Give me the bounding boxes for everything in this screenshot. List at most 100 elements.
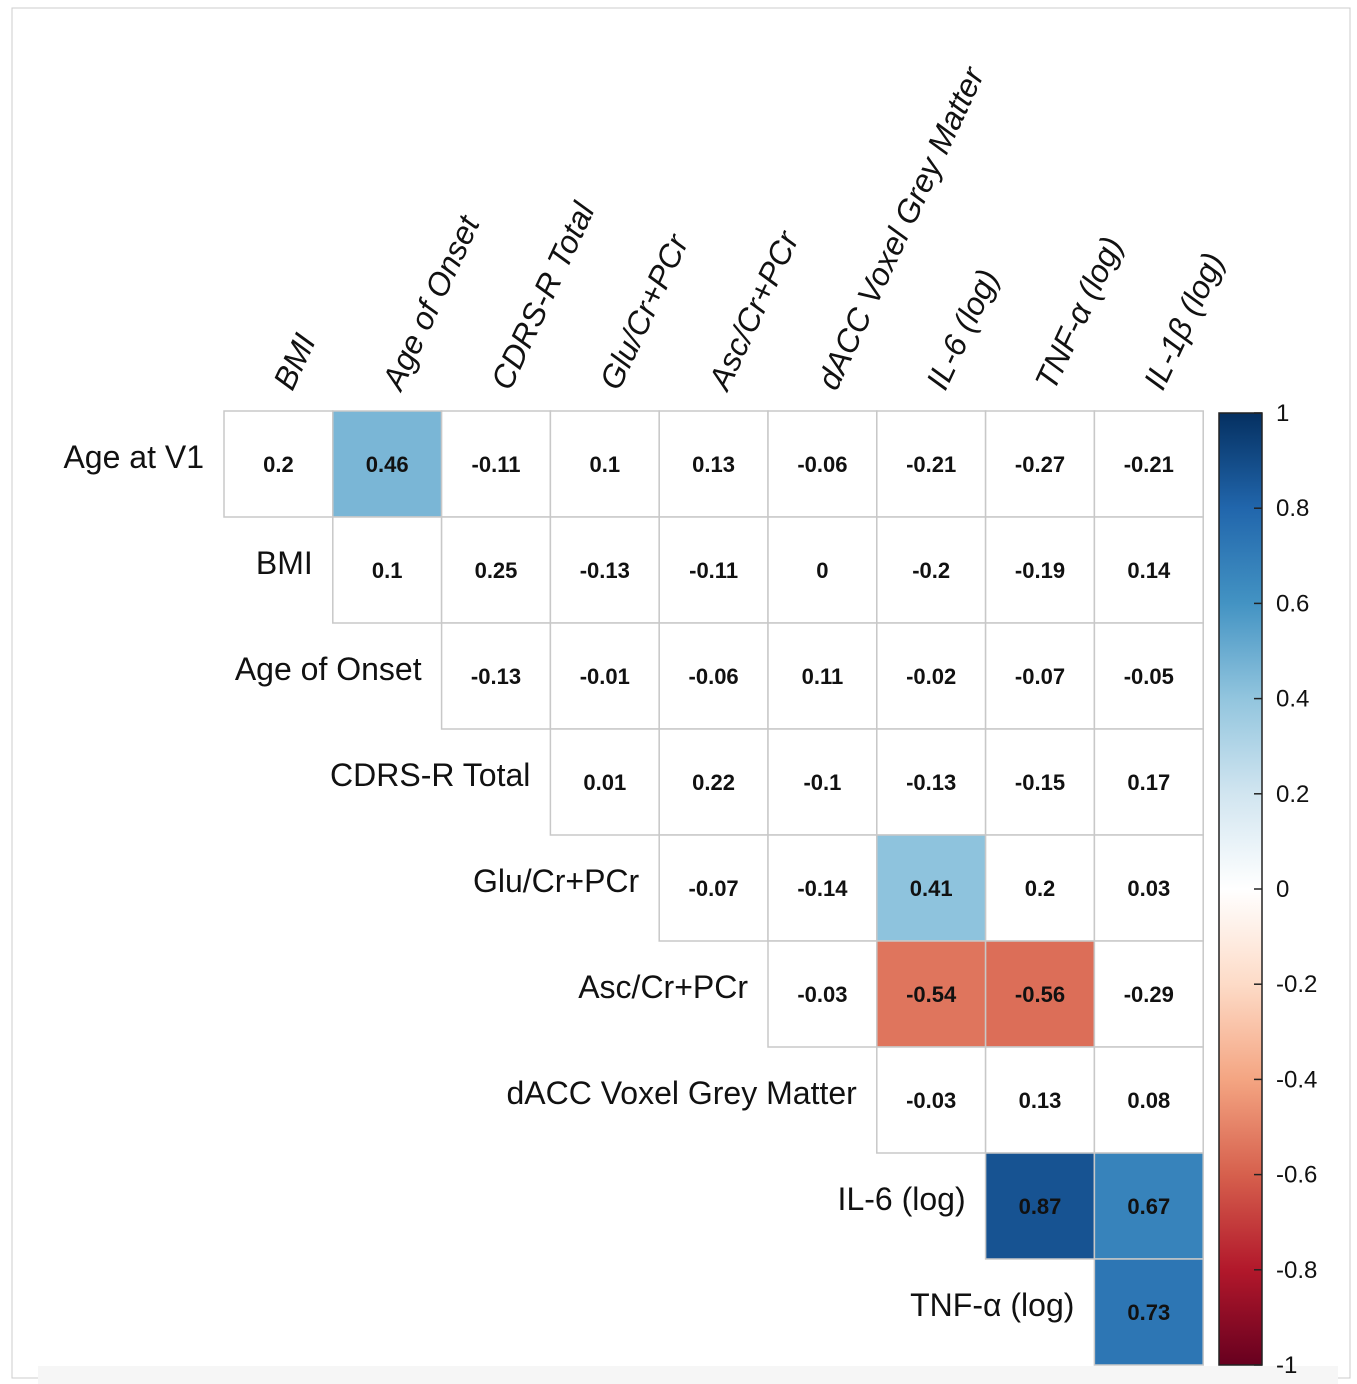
heatmap-cell: [1093, 622, 1204, 730]
row-label: Glu/Cr+PCr: [473, 863, 640, 899]
heatmap-cell: [1093, 1046, 1204, 1154]
cell-value-label: 0.14: [1127, 558, 1171, 583]
column-label: Asc/Cr+PCr: [700, 225, 806, 397]
cell-value-label: 0.2: [263, 452, 294, 477]
cell-value-label: -0.07: [689, 876, 739, 901]
cell-value-label: -0.02: [906, 664, 956, 689]
cell-value-label: -0.07: [1015, 664, 1065, 689]
heatmap-cell: [1093, 410, 1204, 518]
colorbar-tick-label: -0.8: [1276, 1257, 1317, 1284]
colorbar-tick-label: 0: [1276, 876, 1289, 903]
heatmap-cell: [549, 622, 660, 730]
cell-value-label: -0.13: [580, 558, 630, 583]
colorbar-tick-label: 0.2: [1276, 781, 1309, 808]
column-label: TNF-α (log): [1028, 231, 1130, 395]
heatmap-cells: 0.2 0.46 -0.11 0.1 0.13 -0.06 -0.21 -0.27 -0.21 0…: [223, 410, 1204, 1366]
cell-value-label: -0.03: [906, 1088, 956, 1113]
heatmap-cell: [1093, 940, 1204, 1048]
cell-value-label: 0.2: [1025, 876, 1056, 901]
bottom-band: [38, 1366, 1338, 1384]
cell-value-label: -0.05: [1124, 664, 1174, 689]
heatmap-cell: [658, 622, 769, 730]
cell-value-label: -0.14: [797, 876, 848, 901]
column-label: Glu/Cr+PCr: [593, 228, 696, 395]
row-label: TNF-α (log): [910, 1287, 1074, 1323]
row-label: CDRS-R Total: [330, 757, 530, 793]
cell-value-label: 0.08: [1127, 1088, 1170, 1113]
cell-value-label: -0.21: [1124, 452, 1174, 477]
row-label: Age at V1: [63, 439, 204, 475]
heatmap-cell: [767, 622, 878, 730]
cell-value-label: -0.06: [797, 452, 847, 477]
cell-value-label: 0: [816, 558, 828, 583]
heatmap-cell: [1093, 1258, 1204, 1366]
cell-value-label: 0.1: [372, 558, 403, 583]
heatmap-cell: [876, 940, 987, 1048]
cell-value-label: -0.21: [906, 452, 956, 477]
cell-value-label: -0.2: [912, 558, 950, 583]
cell-value-label: -0.11: [689, 558, 738, 583]
cell-value-label: 0.13: [692, 452, 735, 477]
cell-value-label: -0.54: [906, 982, 957, 1007]
heatmap-cell: [223, 410, 334, 518]
heatmap-cell: [332, 410, 443, 518]
heatmap-cell: [1093, 728, 1204, 836]
row-label: Age of Onset: [235, 651, 422, 687]
cell-value-label: 0.1: [590, 452, 621, 477]
colorbar-tick-label: -0.2: [1276, 971, 1317, 998]
cell-value-label: -0.27: [1015, 452, 1065, 477]
heatmap-cell: [658, 728, 769, 836]
row-label: BMI: [256, 545, 313, 581]
heatmap-cell: [984, 940, 1096, 1048]
row-labels: Age at V1 BMI Age of Onset CDRS-R Total Glu/…: [63, 439, 1074, 1323]
cell-value-label: 0.03: [1127, 876, 1170, 901]
cell-value-label: -0.13: [471, 664, 521, 689]
column-label: CDRS-R Total: [484, 196, 602, 395]
heatmap-cell: [984, 1046, 1096, 1154]
cell-value-label: 0.87: [1019, 1194, 1062, 1219]
column-label: IL-6 (log): [919, 264, 1006, 395]
cell-value-label: 0.46: [366, 452, 409, 477]
row-label: IL-6 (log): [838, 1181, 966, 1217]
colorbar-tick-label: 0.6: [1276, 590, 1309, 617]
heatmap-cell: [876, 410, 987, 518]
cell-value-label: 0.73: [1127, 1300, 1170, 1325]
colorbar-tick-label: 0.4: [1276, 686, 1309, 713]
heatmap-cell: [440, 516, 552, 624]
cell-value-label: -0.15: [1015, 770, 1065, 795]
cell-value-label: 0.67: [1127, 1194, 1170, 1219]
heatmap-cell: [1093, 516, 1204, 624]
row-label: Asc/Cr+PCr: [578, 969, 748, 1005]
heatmap-cell: [1093, 834, 1204, 942]
heatmap-cell: [658, 516, 769, 624]
cell-value-label: -0.1: [803, 770, 841, 795]
column-label: Age of Onset: [374, 209, 487, 396]
heatmap-cell: [984, 834, 1096, 942]
colorbar-tick-label: -1: [1276, 1352, 1297, 1379]
cell-value-label: 0.41: [910, 876, 953, 901]
heatmap-cell: [767, 940, 878, 1048]
cell-value-label: 0.13: [1019, 1088, 1062, 1113]
column-label: BMI: [266, 328, 323, 395]
cell-value-label: 0.25: [475, 558, 518, 583]
cell-value-label: 0.17: [1127, 770, 1170, 795]
heatmap-cell: [876, 516, 987, 624]
cell-value-label: -0.06: [689, 664, 739, 689]
heatmap-cell: [440, 622, 552, 730]
cell-value-label: -0.19: [1015, 558, 1065, 583]
heatmap-cell: [658, 410, 769, 518]
heatmap-cell: [1093, 1152, 1204, 1260]
cell-value-label: 0.01: [583, 770, 626, 795]
cell-value-label: 0.11: [802, 664, 844, 689]
column-label: IL-1β (log): [1137, 247, 1231, 395]
heatmap-cell: [876, 1046, 987, 1154]
cell-value-label: -0.11: [472, 452, 521, 477]
cell-value-label: -0.13: [906, 770, 956, 795]
row-label: dACC Voxel Grey Matter: [506, 1075, 857, 1111]
cell-value-label: -0.01: [580, 664, 630, 689]
cell-value-label: -0.56: [1015, 982, 1065, 1007]
colorbar: 1 0.8 0.6 0.4 0.2 0 -0.2 -0.4 -0.6 -0.8 -1: [1218, 400, 1317, 1379]
colorbar-tick-label: 1: [1276, 400, 1289, 427]
